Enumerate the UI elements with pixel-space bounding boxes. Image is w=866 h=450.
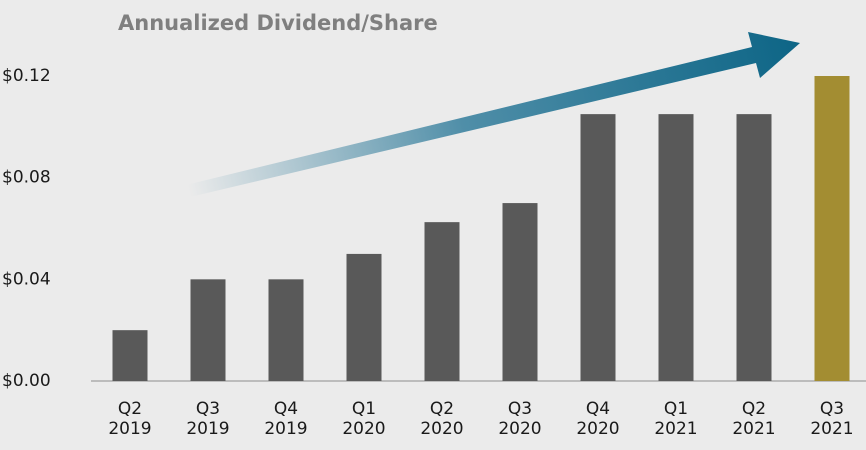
y-tick-label: $0.08 bbox=[2, 168, 51, 188]
bar bbox=[502, 203, 538, 381]
x-tick-label-line: Q3 bbox=[820, 399, 844, 419]
trend-arrow bbox=[186, 32, 800, 197]
bar bbox=[814, 76, 850, 381]
x-tick-label-line: Q2 bbox=[742, 399, 766, 419]
x-tick-label-line: 2019 bbox=[186, 419, 229, 439]
x-tick-label: Q2 2020 bbox=[420, 399, 463, 439]
x-tick-label: Q2 2019 bbox=[108, 399, 151, 439]
bar bbox=[346, 253, 382, 381]
x-tick-label: Q3 2021 bbox=[810, 399, 853, 439]
x-tick-label-line: Q4 bbox=[586, 399, 610, 419]
x-tick-label-line: 2021 bbox=[810, 419, 853, 439]
x-tick-label: Q3 2019 bbox=[186, 399, 229, 439]
x-tick-label: Q2 2021 bbox=[732, 399, 775, 439]
x-tick-label-line: Q2 bbox=[430, 399, 454, 419]
x-tick-label: Q4 2019 bbox=[264, 399, 307, 439]
bar bbox=[424, 222, 460, 381]
y-tick-label: $0.12 bbox=[2, 66, 51, 86]
x-tick-label: Q1 2020 bbox=[342, 399, 385, 439]
x-tick-label-line: 2020 bbox=[498, 419, 541, 439]
x-tick-label: Q4 2020 bbox=[576, 399, 619, 439]
bar bbox=[658, 114, 694, 381]
x-tick-label-line: Q3 bbox=[508, 399, 532, 419]
bar bbox=[112, 330, 148, 381]
bar bbox=[190, 279, 226, 381]
x-tick-label-line: Q4 bbox=[274, 399, 298, 419]
x-tick-label-line: 2020 bbox=[576, 419, 619, 439]
x-tick-label-line: 2020 bbox=[420, 419, 463, 439]
x-tick-label-line: Q3 bbox=[196, 399, 220, 419]
x-tick-label-line: Q1 bbox=[664, 399, 688, 419]
x-tick-label-line: 2021 bbox=[654, 419, 697, 439]
x-tick-label-line: 2021 bbox=[732, 419, 775, 439]
x-tick-label-line: Q2 bbox=[118, 399, 142, 419]
x-tick-label-line: 2019 bbox=[108, 419, 151, 439]
y-tick-label: $0.00 bbox=[2, 371, 51, 391]
x-tick-label-line: 2019 bbox=[264, 419, 307, 439]
x-tick-label: Q1 2021 bbox=[654, 399, 697, 439]
bar bbox=[268, 279, 304, 381]
bar bbox=[736, 114, 772, 381]
bar bbox=[580, 114, 616, 381]
x-tick-label: Q3 2020 bbox=[498, 399, 541, 439]
y-tick-label: $0.04 bbox=[2, 269, 51, 289]
chart-title: Annualized Dividend/Share bbox=[118, 11, 438, 35]
x-tick-label-line: 2020 bbox=[342, 419, 385, 439]
x-tick-label-line: Q1 bbox=[352, 399, 376, 419]
